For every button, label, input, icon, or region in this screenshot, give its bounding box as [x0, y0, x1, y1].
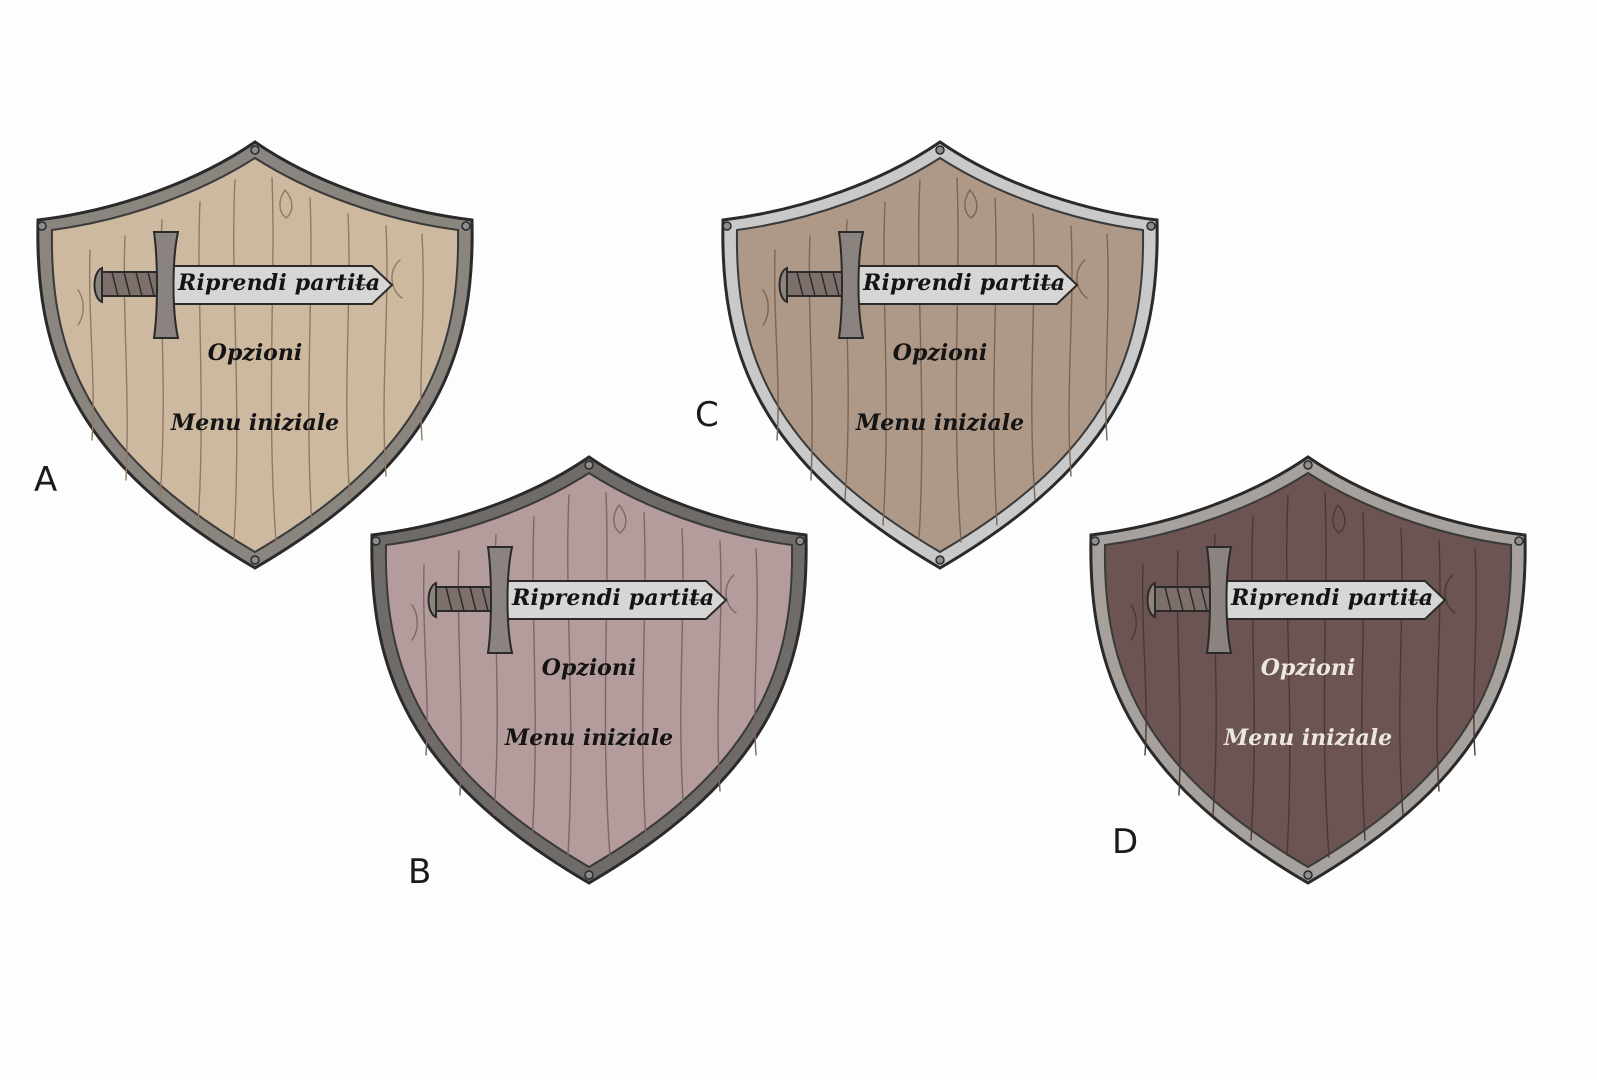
- shield-graphic: [1089, 455, 1527, 885]
- variant-label-b: B: [408, 852, 432, 892]
- shield-wood-face: [50, 156, 460, 554]
- sword-crossguard: [486, 546, 514, 654]
- options-button[interactable]: Opzioni: [1260, 655, 1356, 681]
- wood-grain: [762, 177, 1109, 543]
- sword-icon: [1146, 546, 1447, 654]
- sword-pommel: [1146, 581, 1156, 619]
- rivets: [722, 145, 1156, 565]
- shield-wood-face: [1103, 471, 1513, 869]
- sword-crossguard: [837, 231, 865, 339]
- main-menu-button[interactable]: Menu iniziale: [504, 725, 674, 751]
- resume-game-button[interactable]: Riprendi partita: [512, 585, 715, 611]
- options-button[interactable]: Opzioni: [892, 340, 988, 366]
- main-menu-button[interactable]: Menu iniziale: [170, 410, 340, 436]
- variant-label-d: D: [1112, 822, 1139, 862]
- shield-graphic: [36, 140, 474, 570]
- options-button[interactable]: Opzioni: [541, 655, 637, 681]
- variant-label-a: A: [34, 460, 58, 500]
- sword-icon: [93, 231, 394, 339]
- resume-game-button[interactable]: Riprendi partita: [1231, 585, 1434, 611]
- shield-variant-c: Riprendi partita Opzioni Menu iniziale: [715, 140, 1165, 580]
- main-menu-button[interactable]: Menu iniziale: [855, 410, 1025, 436]
- shield-wood-face: [735, 156, 1145, 554]
- resume-game-button[interactable]: Riprendi partita: [178, 270, 381, 296]
- resume-game-button[interactable]: Riprendi partita: [863, 270, 1066, 296]
- shield-variant-a: Riprendi partita Opzioni Menu iniziale: [30, 140, 480, 580]
- shield-variant-d: Riprendi partita Opzioni Menu iniziale: [1083, 455, 1533, 895]
- sword-icon: [427, 546, 728, 654]
- sword-icon: [778, 231, 1079, 339]
- sword-pommel: [93, 266, 103, 304]
- sword-pommel: [778, 266, 788, 304]
- sword-pommel: [427, 581, 437, 619]
- main-menu-button[interactable]: Menu iniziale: [1223, 725, 1393, 751]
- sword-crossguard: [1205, 546, 1233, 654]
- wood-grain: [77, 177, 424, 543]
- variant-label-c: C: [695, 395, 719, 435]
- shield-graphic: [370, 455, 808, 885]
- sword-crossguard: [152, 231, 180, 339]
- shield-wood-face: [384, 471, 794, 869]
- shield-variant-b: Riprendi partita Opzioni Menu iniziale: [364, 455, 814, 895]
- shield-graphic: [721, 140, 1159, 570]
- rivets: [1090, 460, 1524, 880]
- options-button[interactable]: Opzioni: [207, 340, 303, 366]
- rivets: [371, 460, 805, 880]
- rivets: [37, 145, 471, 565]
